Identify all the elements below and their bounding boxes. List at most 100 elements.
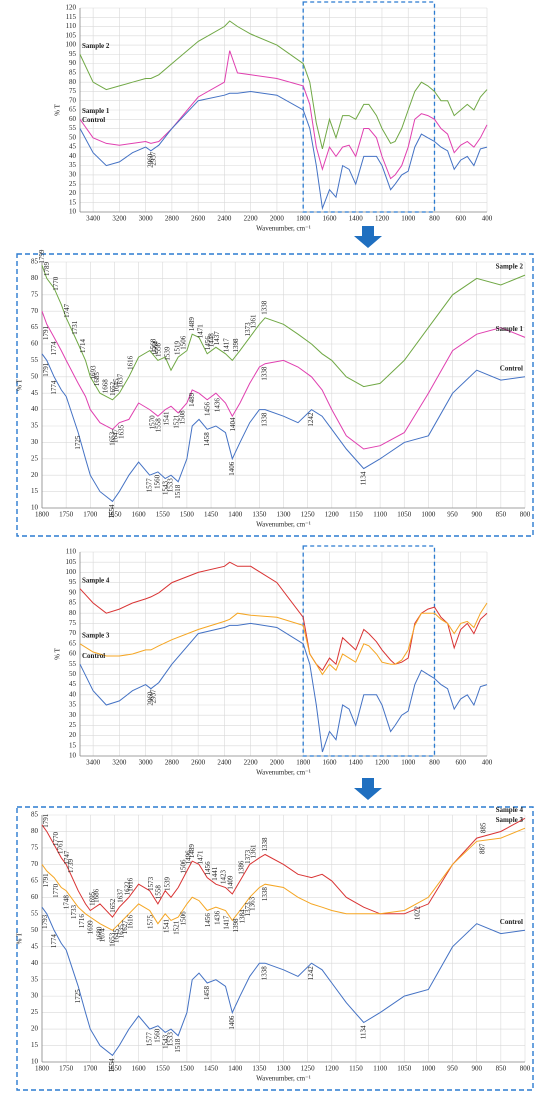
x-tick-label: 1400 — [349, 759, 364, 767]
series-label: Sample 2 — [82, 42, 110, 50]
peak-label: 1338 — [261, 887, 269, 902]
peak-label: 1134 — [359, 1025, 367, 1039]
y-tick-label: 50 — [69, 670, 77, 678]
peak-label: 1441 — [211, 866, 219, 881]
x-tick-label: 1100 — [373, 1065, 387, 1073]
peak-label: 1731 — [71, 320, 79, 335]
peak-label: 1417 — [223, 915, 231, 930]
peak-label: 1506 — [180, 335, 188, 350]
peak-label: 1654 — [108, 504, 116, 519]
peak-label: 1747 — [63, 850, 71, 865]
peak-label: 1716 — [78, 914, 86, 929]
peak-label: 1338 — [261, 300, 269, 315]
peak-label: 1733 — [70, 904, 78, 919]
x-tick-label: 2000 — [270, 215, 285, 223]
peak-label: 1799 — [38, 249, 46, 264]
x-axis-title: Wavenumber, cm⁻¹ — [256, 225, 311, 233]
x-tick-label: 900 — [471, 1065, 482, 1073]
y-tick-label: 70 — [69, 629, 77, 637]
peak-label: 1791 — [42, 873, 50, 888]
peak-label: 1489 — [188, 317, 196, 332]
y-tick-label: 60 — [31, 893, 39, 901]
y-tick-label: 120 — [66, 4, 77, 12]
peak-label: 1616 — [126, 914, 134, 929]
y-tick-label: 30 — [31, 992, 39, 1000]
y-tick-label: 70 — [31, 307, 39, 315]
y-tick-label: 60 — [69, 650, 77, 658]
y-tick-label: 35 — [69, 701, 77, 709]
x-tick-label: 1150 — [349, 1065, 363, 1073]
series-label: Control — [500, 918, 523, 926]
x-axis-title: Wavenumber, cm⁻¹ — [256, 769, 311, 777]
peak-label: 1652 — [109, 381, 117, 396]
series-label: Sample 3 — [82, 631, 110, 639]
x-tick-label: 1800 — [35, 1065, 50, 1073]
y-tick-label: 35 — [69, 161, 77, 169]
peak-label: 1521 — [172, 920, 180, 935]
peak-label: 1384 — [239, 909, 247, 924]
peak-label: 1774 — [50, 341, 58, 356]
highlight-box — [302, 1, 436, 213]
x-tick-label: 1800 — [296, 215, 311, 223]
series-label: Sample 1 — [496, 325, 524, 333]
x-tick-label: 3200 — [112, 759, 127, 767]
peak-label: 1533 — [167, 478, 175, 493]
peak-label: 2937 — [150, 689, 158, 704]
x-tick-label: 1700 — [83, 511, 98, 519]
y-tick-label: 80 — [69, 78, 77, 86]
peak-label: 1456 — [204, 861, 212, 876]
series-label: Sample 1 — [82, 107, 110, 115]
spectrum-line — [79, 602, 488, 676]
series-label: Sample 3 — [496, 816, 524, 824]
x-tick-label: 1750 — [59, 1065, 74, 1073]
peak-label: 1386 — [238, 860, 246, 875]
peak-label: 1471 — [197, 324, 205, 339]
y-tick-label: 55 — [69, 660, 77, 668]
x-tick-label: 1150 — [349, 511, 363, 519]
peak-label: 1774 — [50, 380, 58, 395]
x-tick-label: 1200 — [375, 759, 390, 767]
x-tick-label: 600 — [455, 759, 466, 767]
y-tick-label: 65 — [69, 639, 77, 647]
y-tick-label: 50 — [31, 372, 39, 380]
peak-label: 1508 — [179, 410, 187, 425]
peak-label: 1338 — [261, 966, 269, 981]
peak-label: 1637 — [116, 888, 124, 903]
y-axis-title: % T — [16, 932, 24, 944]
peak-label: 1338 — [261, 366, 269, 381]
zoom-arrow — [354, 778, 382, 800]
x-tick-label: 1200 — [325, 1065, 340, 1073]
peak-label: 1423 — [220, 869, 228, 884]
x-tick-label: 800 — [520, 1065, 531, 1073]
peak-label: 885 — [480, 822, 488, 833]
peak-label: 1761 — [56, 839, 64, 854]
peak-label: 1747 — [63, 303, 71, 318]
x-tick-label: 1350 — [252, 1065, 267, 1073]
y-tick-label: 60 — [69, 115, 77, 123]
x-tick-label: 1400 — [349, 215, 364, 223]
y-tick-label: 30 — [69, 171, 77, 179]
y-tick-label: 45 — [69, 680, 77, 688]
peak-label: 1616 — [126, 877, 134, 892]
x-tick-label: 1650 — [107, 1065, 122, 1073]
peak-label: 1635 — [117, 924, 125, 939]
peak-label: 1653 — [109, 431, 117, 446]
x-tick-label: 950 — [447, 511, 458, 519]
peak-label: 1489 — [188, 844, 196, 859]
x-tick-label: 2200 — [244, 759, 259, 767]
y-tick-label: 15 — [69, 741, 77, 749]
peak-label: 1361 — [250, 844, 258, 859]
peak-label: 1575 — [146, 915, 154, 930]
peak-label: 1685 — [93, 372, 101, 387]
peak-label: 2960 — [147, 153, 155, 168]
peak-label: 1622 — [124, 881, 132, 896]
peak-label: 1647 — [112, 429, 120, 444]
peak-label: 1363 — [249, 896, 257, 911]
peak-label: 2960 — [147, 691, 155, 706]
series-label: Control — [82, 652, 105, 660]
peak-label: 1686 — [93, 888, 101, 903]
x-tick-label: 2200 — [244, 215, 259, 223]
peak-label: 887 — [479, 843, 487, 854]
y-tick-label: 35 — [31, 422, 39, 430]
peak-label: 1774 — [50, 934, 58, 949]
